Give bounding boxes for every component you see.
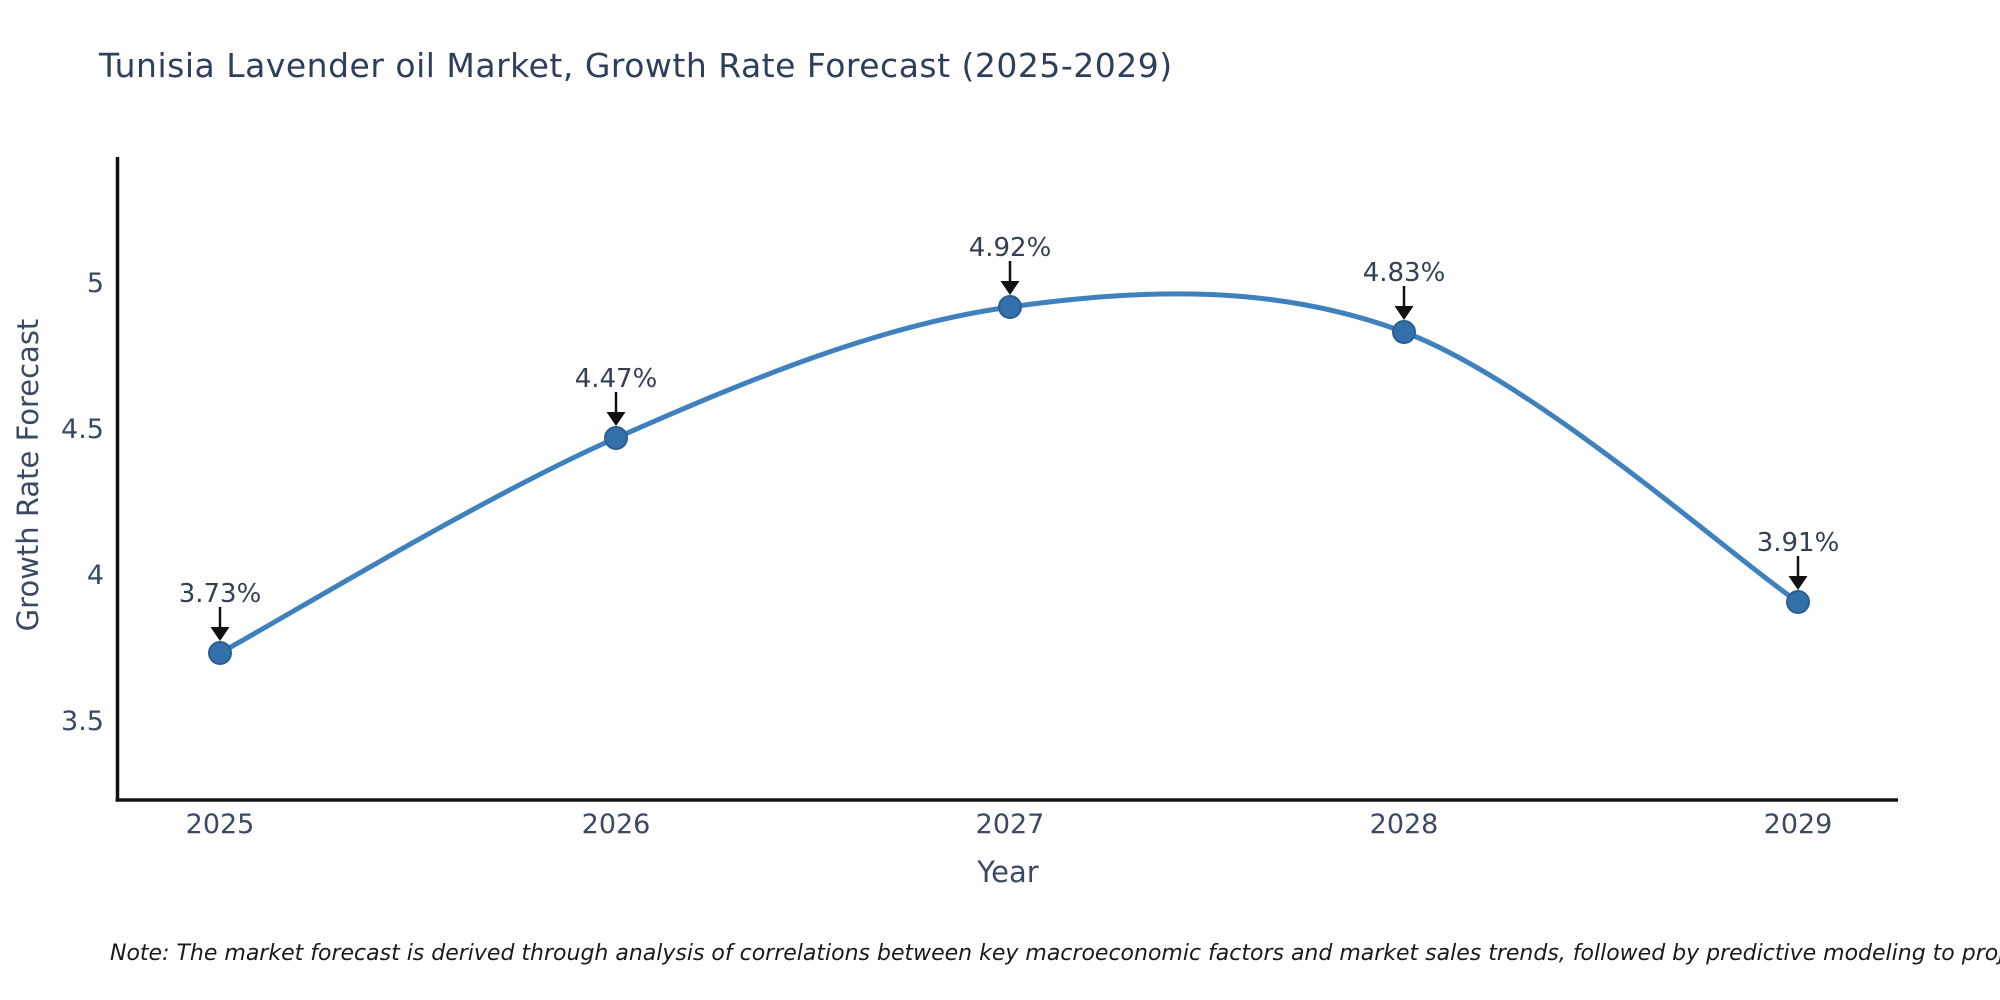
annotation-label-2025: 3.73%: [179, 579, 262, 609]
data-point-marker-2028: [1392, 320, 1416, 344]
annotation-label-2029: 3.91%: [1757, 528, 1840, 558]
series-line: [217, 291, 1801, 656]
x-tick-label-2027: 2027: [976, 809, 1045, 840]
y-tick-label-5: 5: [87, 268, 104, 299]
x-axis-title: Year: [976, 855, 1038, 889]
annotation-arrowhead-2025: [210, 627, 230, 641]
data-point-marker-2025: [208, 641, 232, 665]
annotation-arrowhead-2026: [606, 412, 626, 426]
y-tick-label-4: 4: [87, 560, 104, 591]
data-point-marker-2027: [998, 295, 1022, 319]
x-tick-label-2029: 2029: [1764, 809, 1833, 840]
chart-title: Tunisia Lavender oil Market, Growth Rate…: [99, 46, 1173, 85]
y-tick-label-4-5: 4.5: [61, 414, 104, 445]
annotation-arrowhead-2029: [1788, 576, 1808, 590]
x-tick-label-2025: 2025: [186, 809, 255, 840]
footnote: Note: The market forecast is derived thr…: [110, 941, 2000, 966]
y-axis-title: Growth Rate Forecast: [11, 319, 45, 632]
x-tick-label-2026: 2026: [582, 809, 651, 840]
annotation-label-2028: 4.83%: [1363, 258, 1446, 288]
annotation-arrowhead-2027: [1000, 281, 1020, 295]
annotation-arrowhead-2028: [1394, 306, 1414, 320]
x-tick-label-2028: 2028: [1370, 809, 1439, 840]
annotation-label-2026: 4.47%: [575, 364, 658, 394]
data-point-marker-2026: [604, 426, 628, 450]
data-point-marker-2029: [1786, 590, 1810, 614]
annotation-label-2027: 4.92%: [969, 233, 1052, 263]
y-tick-label-3-5: 3.5: [61, 706, 104, 737]
